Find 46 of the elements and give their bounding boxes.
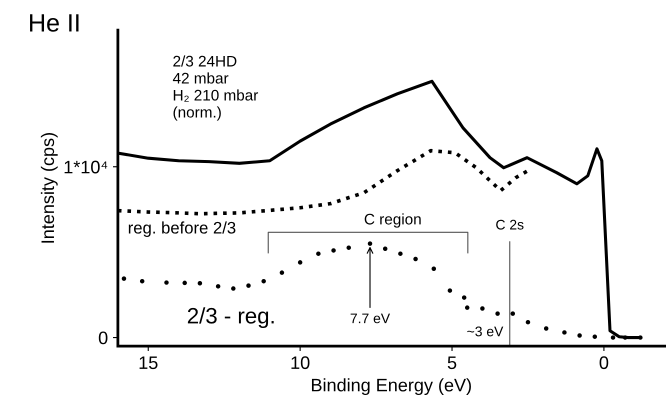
annotation: reg. before 2/3 — [128, 221, 236, 237]
point — [261, 278, 266, 284]
annotation: 2/3 - reg. — [188, 307, 274, 328]
point — [280, 270, 284, 275]
x-tick-label: 15 — [140, 356, 158, 370]
point — [592, 334, 598, 339]
point — [448, 288, 452, 293]
point — [464, 305, 470, 310]
x-tick-label: 0 — [600, 356, 608, 370]
point — [298, 260, 302, 265]
y-axis-title: Intensity (cps) — [40, 133, 58, 243]
point — [331, 248, 336, 253]
point — [140, 278, 144, 284]
point — [577, 333, 582, 338]
point — [316, 251, 321, 256]
point — [510, 311, 516, 316]
annotation: 2/3 24HD 42 mbar H₂ 210 mbar (norm.) — [172, 55, 258, 121]
y-tick-label: 1*10⁴ — [64, 160, 108, 174]
point — [346, 245, 351, 250]
point — [368, 241, 372, 246]
point — [480, 306, 485, 311]
point — [182, 280, 187, 286]
point — [164, 280, 169, 285]
point — [562, 330, 567, 335]
x-axis-title: Binding Energy (eV) — [312, 378, 471, 396]
point — [122, 276, 126, 281]
point — [246, 283, 251, 288]
x-tick-label: 10 — [291, 356, 310, 370]
point — [462, 295, 466, 300]
point — [495, 311, 500, 316]
point — [198, 280, 202, 286]
x-tick-label: 5 — [448, 356, 456, 370]
ref-line-label: C 2s — [496, 220, 524, 230]
point — [526, 320, 530, 324]
point — [544, 326, 548, 331]
point — [398, 251, 403, 256]
point — [413, 256, 418, 262]
annotation: C region — [364, 213, 421, 228]
point — [231, 286, 236, 291]
point — [216, 284, 220, 289]
annotation: 7.7 eV — [350, 314, 390, 324]
point — [432, 266, 436, 271]
point — [610, 335, 616, 340]
point — [382, 246, 388, 251]
chart-title: He II — [30, 14, 78, 32]
annotation: ~3 eV — [467, 326, 504, 336]
